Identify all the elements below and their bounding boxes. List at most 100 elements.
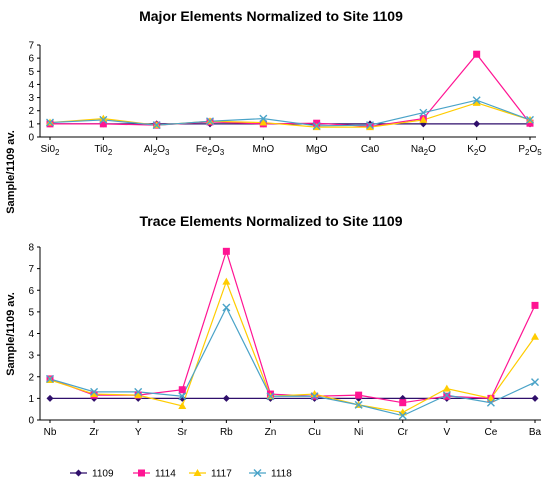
x-tick-label: Ti02 <box>94 144 113 157</box>
data-point-1114 <box>178 386 186 394</box>
data-point-1114 <box>222 247 230 255</box>
data-point-1118 <box>46 374 54 383</box>
data-point-1117 <box>442 384 451 392</box>
data-point-1117 <box>222 277 231 285</box>
series-line-1118 <box>49 99 531 127</box>
y-tick-label: 1 <box>28 394 34 405</box>
legend-marker-1109 <box>75 469 82 477</box>
y-tick-label: 6 <box>28 54 34 65</box>
data-point-1117 <box>419 115 428 123</box>
data-point-1118 <box>134 387 143 396</box>
data-point-1118 <box>398 411 407 420</box>
data-point-1117 <box>259 118 268 126</box>
data-point-1109 <box>531 394 539 402</box>
y-axis-label: Sample/1109 av. <box>5 292 17 376</box>
data-point-1118 <box>354 400 363 409</box>
data-point-1117 <box>310 390 319 398</box>
y-tick-label: 2 <box>28 106 34 117</box>
y-tick-label: 1 <box>28 119 34 130</box>
data-point-1118 <box>152 121 161 130</box>
data-point-1118 <box>178 392 187 401</box>
x-tick-label: Si02 <box>41 144 60 157</box>
data-point-1118 <box>486 398 495 407</box>
data-point-1118 <box>531 378 539 387</box>
x-tick-label: Zn <box>265 427 277 438</box>
x-tick-label: V <box>443 427 450 438</box>
y-tick-label: 4 <box>28 80 34 91</box>
x-tick-label: K2O <box>467 144 486 157</box>
x-tick-label: Sr <box>177 427 188 438</box>
legend-marker-1114 <box>138 469 145 477</box>
x-tick-label: Zr <box>89 427 99 438</box>
legend-label-1114: 1114 <box>155 469 176 480</box>
data-point-1109 <box>46 394 54 402</box>
x-tick-label: MnO <box>252 144 274 155</box>
y-tick-label: 3 <box>28 93 34 104</box>
data-point-1117 <box>90 390 99 398</box>
data-point-1118 <box>222 303 231 312</box>
chart-title: Trace Elements Normalized to Site 1109 <box>139 213 402 229</box>
data-point-1114 <box>99 120 107 128</box>
x-tick-label: Cu <box>308 427 321 438</box>
y-tick-label: 8 <box>28 243 34 254</box>
series-line-1117 <box>49 102 531 128</box>
data-point-1118 <box>259 114 268 123</box>
data-point-1117 <box>99 114 108 122</box>
data-point-1109 <box>222 394 230 402</box>
y-tick-label: 4 <box>28 329 34 340</box>
legend-label-1118: 1118 <box>271 469 292 480</box>
x-tick-label: P2O5 <box>518 144 542 157</box>
y-tick-label: 7 <box>28 264 34 275</box>
trace-elements-chart: Trace Elements Normalized to Site 1109 Sa… <box>5 213 542 438</box>
series-line-1114 <box>49 249 536 404</box>
legend-label-1117: 1117 <box>211 469 232 480</box>
data-point-1117 <box>366 123 374 131</box>
data-point-1118 <box>90 387 99 396</box>
legend-marker-1117 <box>193 469 202 476</box>
x-tick-label: Y <box>135 427 142 438</box>
x-tick-label: MgO <box>306 144 328 155</box>
data-point-1118 <box>419 108 428 117</box>
major-elements-chart: Major Elements Normalized to Site 1109 Sa… <box>5 8 542 214</box>
y-tick-label: 5 <box>28 67 34 78</box>
series-line-1117 <box>49 279 536 414</box>
x-tick-label: Ca0 <box>361 144 380 155</box>
data-point-1114 <box>443 392 451 400</box>
x-tick-label: Rb <box>220 427 233 438</box>
data-point-1118 <box>99 115 108 124</box>
y-tick-label: 3 <box>28 351 34 362</box>
data-point-1118 <box>442 391 451 400</box>
y-tick-label: 6 <box>28 286 34 297</box>
data-point-1118 <box>366 121 374 130</box>
data-point-1118 <box>472 96 481 105</box>
data-point-1118 <box>206 117 214 126</box>
data-point-1117 <box>531 332 539 340</box>
x-tick-label: Ba <box>529 427 542 438</box>
chart-title: Major Elements Normalized to Site 1109 <box>139 8 403 24</box>
y-tick-label: 7 <box>28 41 34 52</box>
y-axis-label: Sample/1109 av. <box>5 130 17 214</box>
x-tick-label: Cr <box>397 427 408 438</box>
x-tick-label: Al2O3 <box>144 144 170 157</box>
x-tick-label: Ni <box>354 427 363 438</box>
data-point-1118 <box>526 115 534 124</box>
data-point-1114 <box>531 301 539 309</box>
data-point-1118 <box>46 118 54 127</box>
data-point-1109 <box>473 120 481 128</box>
x-tick-label: Nb <box>44 427 57 438</box>
data-point-1118 <box>312 121 321 130</box>
y-tick-label: 5 <box>28 307 34 318</box>
data-point-1114 <box>526 119 534 127</box>
data-point-1117 <box>472 98 481 106</box>
data-point-1117 <box>134 391 143 399</box>
data-point-1114 <box>355 391 363 399</box>
y-tick-label: 0 <box>28 416 34 427</box>
x-tick-label: Na2O <box>411 144 436 157</box>
x-tick-label: Fe2O3 <box>196 144 225 157</box>
data-point-1114 <box>399 399 407 407</box>
series-line-1114 <box>50 53 531 128</box>
data-point-1109 <box>178 394 186 402</box>
series-line-1118 <box>49 306 536 417</box>
y-tick-label: 2 <box>28 372 34 383</box>
